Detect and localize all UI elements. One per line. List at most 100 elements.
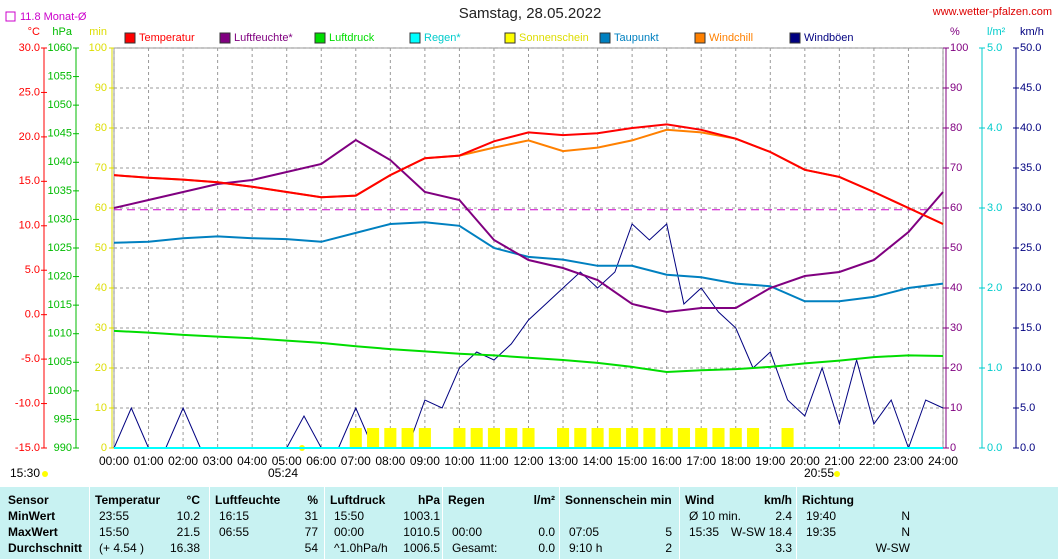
legend-label: Temperatur [139, 32, 195, 44]
y-tick-label: 70 [95, 162, 107, 174]
x-tick-label: 13:00 [548, 454, 578, 468]
y-tick-label: 80 [950, 122, 962, 134]
legend-label: Sonnenschein [519, 32, 589, 44]
sun-bar [349, 428, 362, 448]
y-tick-label: 1045 [48, 128, 72, 140]
sun-bar [729, 428, 742, 448]
mean-label: 11.8 Monat-Ø [20, 11, 87, 23]
footer-time: 15:30 [10, 466, 40, 480]
x-tick-label: 22:00 [859, 454, 889, 468]
x-tick-label: 23:00 [893, 454, 923, 468]
legend-label: Windböen [804, 32, 854, 44]
legend-swatch [599, 32, 611, 44]
x-tick-label: 12:00 [513, 454, 543, 468]
y-tick-label: 1005 [48, 356, 72, 368]
cell-right: 1006.5 [403, 541, 440, 555]
axis-unit: hPa [52, 26, 72, 38]
y-tick-label: 1020 [48, 270, 72, 282]
y-tick-label: 1040 [48, 156, 72, 168]
legend-swatch [124, 32, 136, 44]
sun-bar [660, 428, 673, 448]
y-tick-label: 40 [95, 282, 107, 294]
y-tick-label: -10.0 [15, 397, 40, 409]
cell-right: W-SW [875, 541, 910, 555]
y-tick-label: 1.0 [987, 362, 1002, 374]
y-tick-label: 990 [54, 442, 72, 454]
sun-bar [367, 428, 380, 448]
cell-right: 1010.5 [403, 525, 440, 539]
series-line [113, 329, 944, 374]
cell-right: 0.0 [538, 525, 555, 539]
legend-swatch [694, 32, 706, 44]
y-tick-label: 70 [950, 162, 962, 174]
sun-bar [781, 428, 794, 448]
x-tick-label: 11:00 [479, 454, 508, 468]
legend-swatch [789, 32, 801, 44]
column-separator [559, 487, 560, 559]
sun-bar [608, 428, 621, 448]
legend-swatch [409, 32, 421, 44]
cell-right: W-SW 18.4 [730, 525, 792, 539]
axis-unit: % [950, 26, 960, 38]
y-tick-label: 1030 [48, 213, 72, 225]
x-tick-label: 06:00 [306, 454, 336, 468]
header-unit: % [307, 493, 318, 507]
header-cell: Temperatur [95, 493, 161, 507]
sun-bar [453, 428, 466, 448]
site-label: www.wetter-pfalzen.com [932, 6, 1052, 18]
header-cell: Richtung [802, 493, 854, 507]
sun-bar [487, 428, 501, 448]
cell-right: 31 [304, 509, 318, 523]
y-tick-label: 4.0 [987, 122, 1002, 134]
y-tick-label: 10.0 [1020, 362, 1041, 374]
x-tick-label: 03:00 [203, 454, 233, 468]
y-tick-label: 20 [950, 362, 962, 374]
x-tick-label: 19:00 [755, 454, 785, 468]
header-unit: °C [186, 493, 200, 507]
cell-left: 19:35 [806, 525, 837, 539]
y-tick-label: 1015 [48, 299, 72, 311]
y-tick-label: 10.0 [19, 220, 40, 232]
y-tick-label: 20 [95, 362, 107, 374]
header-cell: Wind [685, 493, 715, 507]
sun-bar [591, 428, 604, 448]
legend-label: Regen* [424, 32, 461, 44]
cell-left: 19:40 [806, 509, 837, 523]
chart-title: Samstag, 28.05.2022 [459, 5, 602, 22]
chart: Samstag, 28.05.2022 www.wetter-pfalzen.c… [5, 5, 1052, 480]
cell-left: 23:55 [99, 509, 130, 523]
cell-right: 16.38 [169, 541, 200, 555]
x-tick-label: 10:00 [444, 454, 474, 468]
header-unit: hPa [417, 493, 440, 507]
cell-left: Ø 10 min. [689, 509, 742, 523]
cell-left: 07:05 [569, 525, 600, 539]
sun-icon [42, 471, 48, 477]
axis-unit: °C [28, 26, 40, 38]
sunset-icon [834, 471, 840, 477]
y-tick-label: 0.0 [25, 309, 40, 321]
x-tick-label: 05:00 [272, 454, 302, 468]
x-tick-label: 20:00 [790, 454, 820, 468]
y-tick-label: 25.0 [19, 86, 40, 98]
series-line [113, 221, 944, 303]
column-separator [679, 487, 680, 559]
cell-right: 54 [304, 541, 318, 555]
y-tick-label: 1055 [48, 70, 72, 82]
y-tick-label: 15.0 [1020, 322, 1041, 334]
x-tick-label: 00:00 [99, 454, 129, 468]
cell-right: 10.2 [176, 509, 200, 523]
cell-right: 2 [665, 541, 672, 555]
x-tick-label: 18:00 [721, 454, 751, 468]
header-cell: Luftdruck [330, 493, 386, 507]
y-tick-label: 40.0 [1020, 122, 1041, 134]
y-tick-label: 80 [95, 122, 107, 134]
axis-unit: min [89, 26, 107, 38]
sun-bar [418, 428, 431, 448]
sun-bar [643, 428, 656, 448]
legend-label: Taupunkt [614, 32, 659, 44]
y-tick-label: 1060 [48, 42, 72, 54]
y-tick-label: 5.0 [987, 42, 1002, 54]
sun-bar [505, 428, 518, 448]
cell-right: N [901, 509, 910, 523]
